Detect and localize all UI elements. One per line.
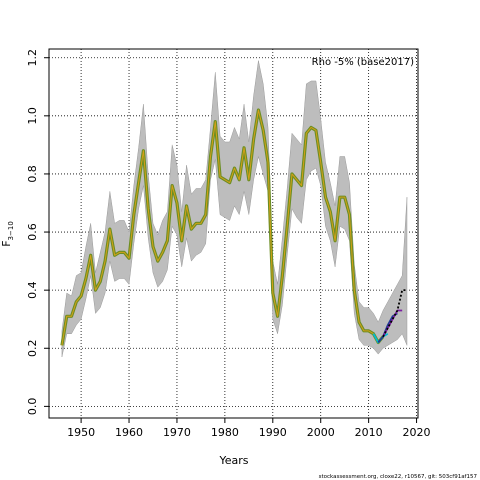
y-axis-label: F3−10 xyxy=(0,221,15,247)
x-tick-label: 1950 xyxy=(67,426,95,439)
x-tick-label: 2020 xyxy=(403,426,431,439)
y-axis: 0.0 0.2 0.4 0.6 0.8 1.0 1.2 xyxy=(26,49,49,415)
y-tick-label: 0.6 xyxy=(26,223,39,241)
series-lines xyxy=(60,108,407,346)
plot-annotation: Rho -5% (base2017) xyxy=(312,57,414,68)
y-tick-label: 0.0 xyxy=(26,398,39,416)
y-axis-label-subscript: 3−10 xyxy=(7,221,15,240)
y-axis-label-main: F xyxy=(0,240,13,246)
y-tick-label: 1.2 xyxy=(26,49,39,67)
series-line-4 xyxy=(382,289,407,338)
plot-frame xyxy=(48,48,419,419)
y-tick-label: 0.2 xyxy=(26,340,39,358)
x-tick-label: 1960 xyxy=(115,426,143,439)
confidence-band-area xyxy=(61,60,408,358)
gridlines xyxy=(49,49,418,418)
svg-text:F3−10: F3−10 xyxy=(0,221,15,247)
x-tick-label: 1970 xyxy=(163,426,191,439)
x-axis: 1950 1960 1970 1980 1990 2000 2010 2020 xyxy=(67,418,431,439)
x-axis-label: Years xyxy=(218,454,248,467)
x-tick-label: 1990 xyxy=(259,426,287,439)
y-tick-label: 1.0 xyxy=(26,107,39,125)
x-tick-label: 2000 xyxy=(307,426,335,439)
confidence-band xyxy=(61,60,408,358)
series-line-3 xyxy=(382,309,403,338)
series-line-main-inner xyxy=(61,109,384,346)
y-tick-label: 0.8 xyxy=(26,165,39,183)
x-tick-label: 2010 xyxy=(355,426,383,439)
footer-credit: stockassessment.org, cloxe22, r10567, gi… xyxy=(319,474,478,480)
y-tick-label: 0.4 xyxy=(26,281,39,299)
x-tick-label: 1980 xyxy=(211,426,239,439)
